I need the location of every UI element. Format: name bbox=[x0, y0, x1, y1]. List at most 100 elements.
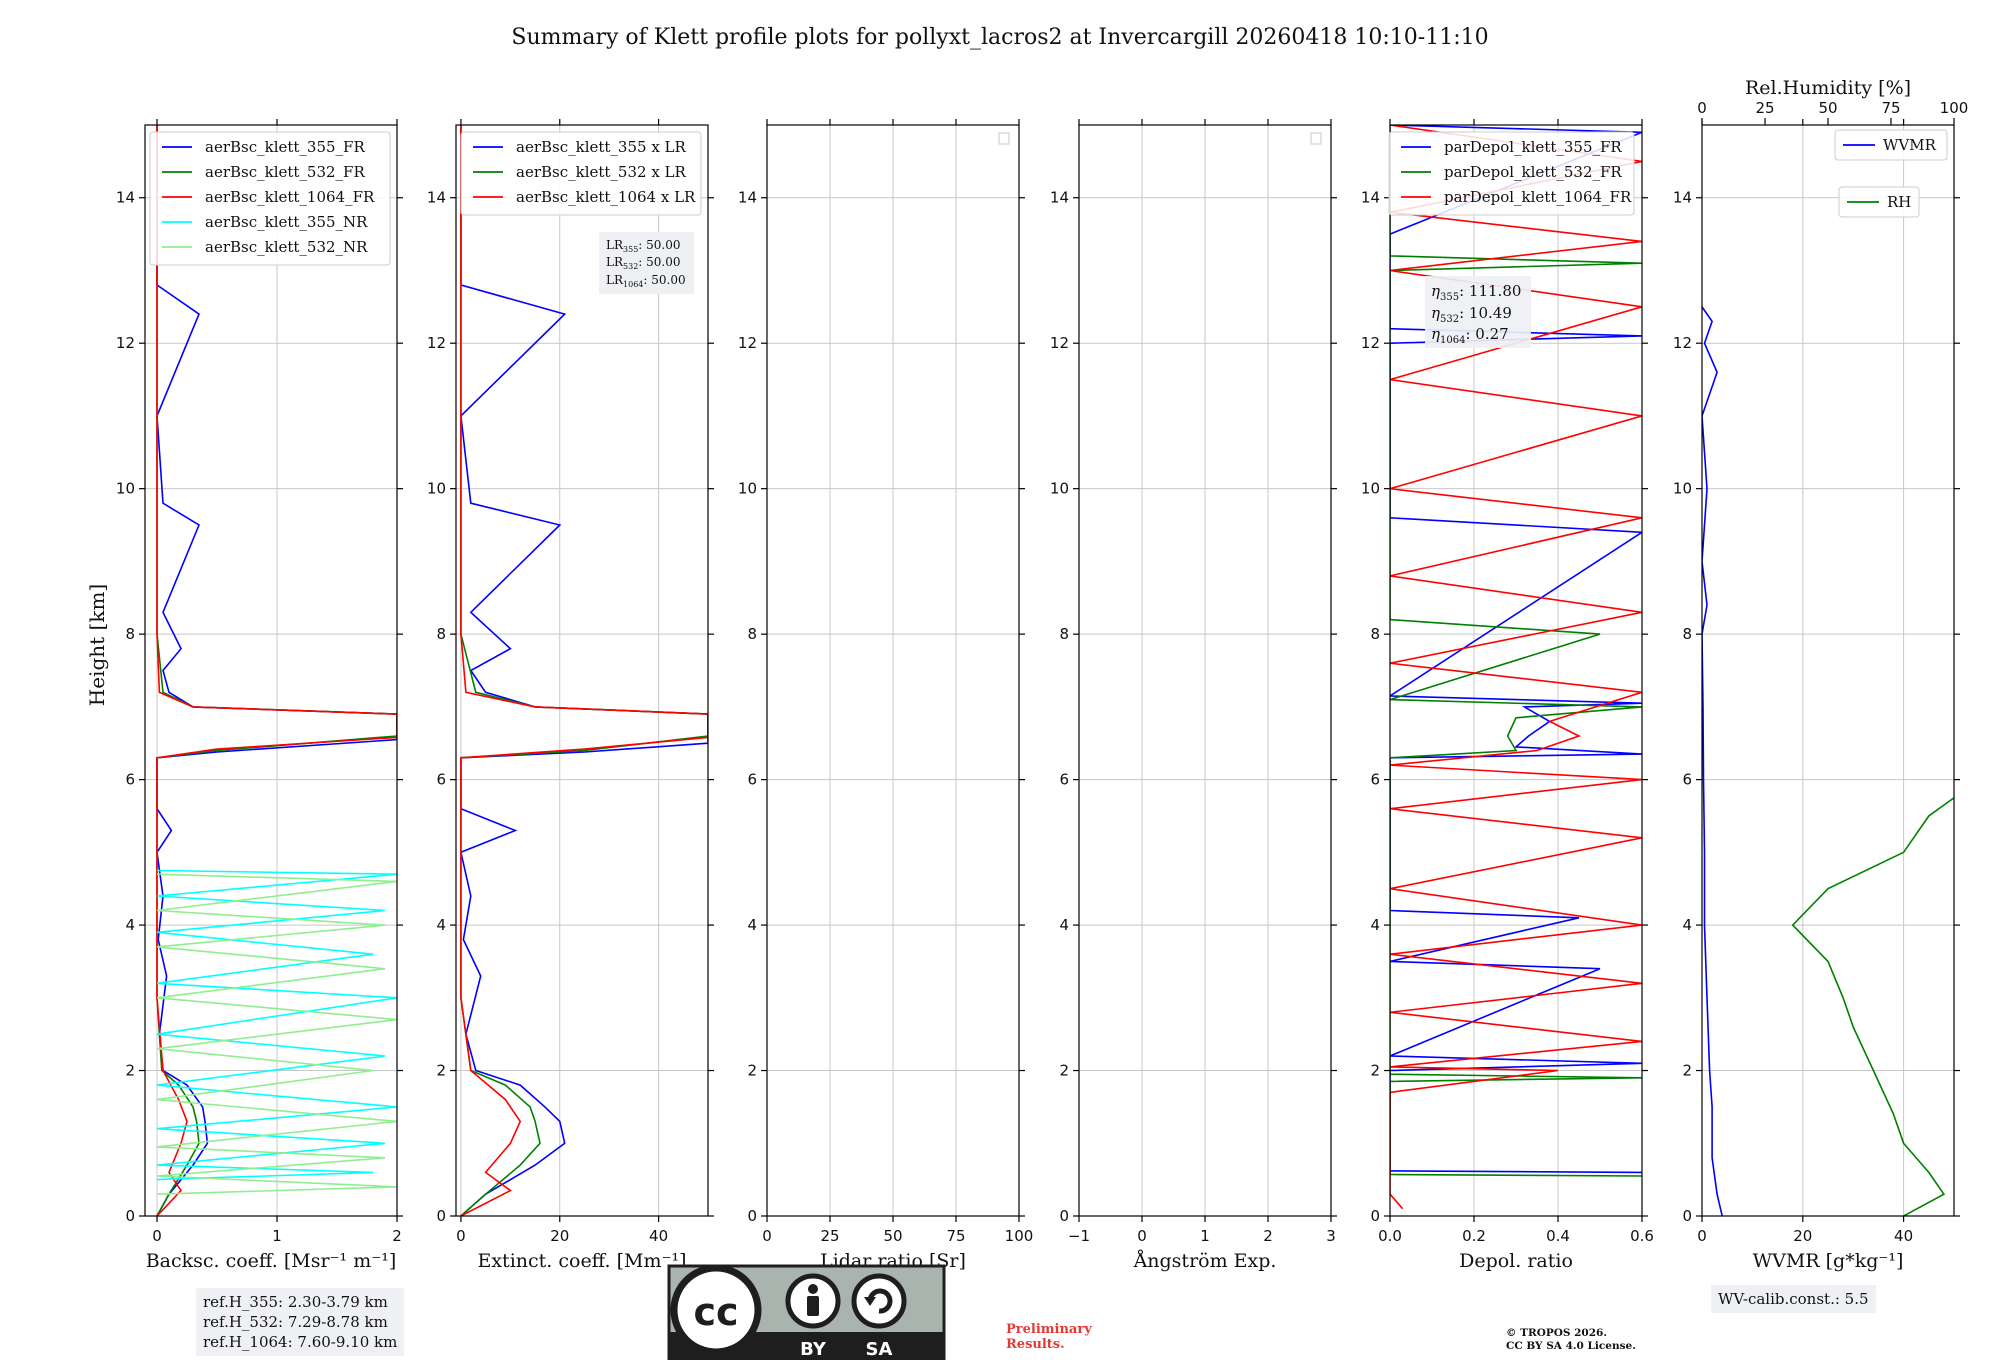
y-tick-label: 2 bbox=[436, 1062, 446, 1080]
eta532-value: 10.49 bbox=[1469, 304, 1512, 322]
x-tick-label: 3 bbox=[1326, 1227, 1336, 1245]
y-tick-label: 0 bbox=[1059, 1207, 1069, 1225]
cc-text: cc bbox=[693, 1290, 738, 1334]
legend-label: aerBsc_klett_532_FR bbox=[205, 163, 365, 181]
panel-extinction: 0 20 40 0 2 4 6 8 10 12 14 Extinct. coeff. [Mm⁻¹] ae… bbox=[427, 119, 714, 1272]
series-line-parDepol_klett_1064_FR bbox=[1390, 125, 1642, 1210]
preliminary-note: Preliminary Results. bbox=[1006, 1322, 1092, 1352]
lr-annotation: LR355: 50.00 LR532: 50.00 LR1064: 50.00 bbox=[599, 232, 694, 294]
y-tick-label: 10 bbox=[1050, 480, 1069, 498]
x-tick-label: 0 bbox=[1137, 1227, 1147, 1245]
x-tick-label: 100 bbox=[1005, 1227, 1034, 1245]
axes-frame bbox=[1389, 124, 1643, 1217]
y-tick-label: 2 bbox=[1370, 1062, 1380, 1080]
eta-annotation: η355: 111.80 η532: 10.49 η1064: 0.27 bbox=[1425, 276, 1531, 348]
y-tick-label: 14 bbox=[738, 189, 757, 207]
sa-share-icon bbox=[851, 1273, 907, 1329]
series-group bbox=[1390, 125, 1642, 1210]
y-tick-label: 6 bbox=[125, 771, 135, 789]
empty-legend bbox=[1310, 132, 1322, 145]
top-tick-label: 100 bbox=[1940, 99, 1969, 117]
series-line-aerBsc_klett_1064 x LR bbox=[460, 125, 708, 1216]
wv-calib-text: WV-calib.const.: 5.5 bbox=[1718, 1290, 1869, 1308]
empty-legend bbox=[998, 132, 1010, 145]
svg-text:LR532: 50.00: LR532: 50.00 bbox=[606, 255, 681, 271]
y-tick-label: 8 bbox=[436, 625, 446, 643]
series-line-aerBsc_klett_355_NR bbox=[156, 869, 397, 1181]
svg-text:LR1064: 50.00: LR1064: 50.00 bbox=[606, 273, 686, 289]
x-tick-label: 0 bbox=[1697, 1227, 1707, 1245]
lr532-value: 50.00 bbox=[646, 255, 680, 269]
figure-title: Summary of Klett profile plots for polly… bbox=[511, 25, 1488, 50]
y-tick-label: 4 bbox=[1370, 916, 1380, 934]
x-tick-label: 50 bbox=[883, 1227, 902, 1245]
x-axis-label: Depol. ratio bbox=[1459, 1250, 1573, 1272]
legend-label: aerBsc_klett_532 x LR bbox=[516, 163, 687, 181]
y-tick-label: 8 bbox=[747, 625, 757, 643]
preliminary-line-1: Preliminary bbox=[1006, 1322, 1092, 1337]
legend-label: aerBsc_klett_1064_FR bbox=[205, 188, 375, 206]
legend-label: aerBsc_klett_532_NR bbox=[205, 238, 368, 256]
axes-frame bbox=[144, 124, 398, 1217]
axes-frame bbox=[455, 124, 709, 1217]
y-tick-label: 6 bbox=[436, 771, 446, 789]
series-group bbox=[459, 125, 708, 1216]
y-tick-label: 12 bbox=[427, 334, 446, 352]
y-tick-label: 10 bbox=[427, 480, 446, 498]
legend-label: aerBsc_klett_355_FR bbox=[205, 138, 365, 156]
x-tick-label: 40 bbox=[1894, 1227, 1913, 1245]
y-tick-label: 6 bbox=[1370, 771, 1380, 789]
x-tick-label: 75 bbox=[946, 1227, 965, 1245]
svg-text:LR355: 50.00: LR355: 50.00 bbox=[606, 238, 681, 254]
panel-depol: 0.0 0.2 0.4 0.6 0 2 4 6 8 10 12 14 Depol. ratio parDe… bbox=[1361, 119, 1654, 1272]
y-tick-label: 14 bbox=[1361, 189, 1380, 207]
ref-height-355: ref.H_355: 2.30-3.79 km bbox=[203, 1293, 388, 1311]
series-line-aerBsc_klett_1064_FR bbox=[156, 125, 397, 1216]
legend-box bbox=[1388, 131, 1635, 216]
wv-calib-box: WV-calib.const.: 5.5 bbox=[1711, 1285, 1876, 1313]
x-tick-label: 20 bbox=[1793, 1227, 1812, 1245]
copyright-line-2: CC BY SA 4.0 License. bbox=[1506, 1340, 1636, 1352]
y-tick-label: 12 bbox=[1673, 334, 1692, 352]
x-axis-label: Extinct. coeff. [Mm⁻¹] bbox=[477, 1250, 686, 1272]
legend-box bbox=[460, 131, 702, 216]
copyright-line-1: © TROPOS 2026. bbox=[1506, 1327, 1608, 1339]
y-tick-label: 6 bbox=[1682, 771, 1692, 789]
y-tick-label: 2 bbox=[1682, 1062, 1692, 1080]
y-tick-label: 14 bbox=[1673, 189, 1692, 207]
y-tick-label: 12 bbox=[1050, 334, 1069, 352]
top-axis-label: Rel.Humidity [%] bbox=[1745, 77, 1911, 99]
x-tick-label: 2 bbox=[1263, 1227, 1273, 1245]
y-tick-label: 12 bbox=[1361, 334, 1380, 352]
y-axis-label: Height [km] bbox=[85, 584, 109, 706]
y-tick-label: 10 bbox=[1361, 480, 1380, 498]
y-tick-label: 0 bbox=[125, 1207, 135, 1225]
y-tick-label: 10 bbox=[738, 480, 757, 498]
y-tick-label: 4 bbox=[1059, 916, 1069, 934]
x-tick-label: 40 bbox=[649, 1227, 668, 1245]
ref-heights-box: ref.H_355: 2.30-3.79 km ref.H_532: 7.29-… bbox=[196, 1288, 405, 1356]
series-line-aerBsc_klett_532_NR bbox=[156, 873, 397, 1195]
legend-box bbox=[149, 131, 391, 266]
x-axis-label: Backsc. coeff. [Msr⁻¹ m⁻¹] bbox=[146, 1250, 397, 1272]
by-text: BY bbox=[800, 1339, 827, 1360]
eta355-value: 111.80 bbox=[1469, 282, 1522, 300]
legend-label: WVMR bbox=[1883, 136, 1937, 154]
ref-height-1064: ref.H_1064: 7.60-9.10 km bbox=[203, 1333, 398, 1351]
x-tick-label: 1 bbox=[272, 1227, 282, 1245]
series-line-parDepol_klett_532_FR bbox=[1390, 125, 1642, 1177]
panel-wvmr: 0 20 40 0 2 4 6 8 10 12 14 WVMR [g*kg⁻¹] 0 25 50 75 100 R… bbox=[1673, 77, 1969, 1272]
axes-frame bbox=[1701, 124, 1955, 1217]
series-line-parDepol_klett_355_FR bbox=[1390, 125, 1642, 1174]
y-tick-label: 0 bbox=[747, 1207, 757, 1225]
series-line-WVMR bbox=[1702, 306, 1723, 1216]
x-tick-label: 1 bbox=[1200, 1227, 1210, 1245]
legend-label: parDepol_klett_532_FR bbox=[1444, 163, 1622, 181]
x-axis-label: Ångström Exp. bbox=[1133, 1250, 1277, 1272]
legend-label: RH bbox=[1887, 193, 1911, 211]
cc-license-badge: cc BY SA bbox=[667, 1264, 946, 1360]
legend-label: parDepol_klett_355_FR bbox=[1444, 138, 1622, 156]
y-tick-label: 2 bbox=[747, 1062, 757, 1080]
